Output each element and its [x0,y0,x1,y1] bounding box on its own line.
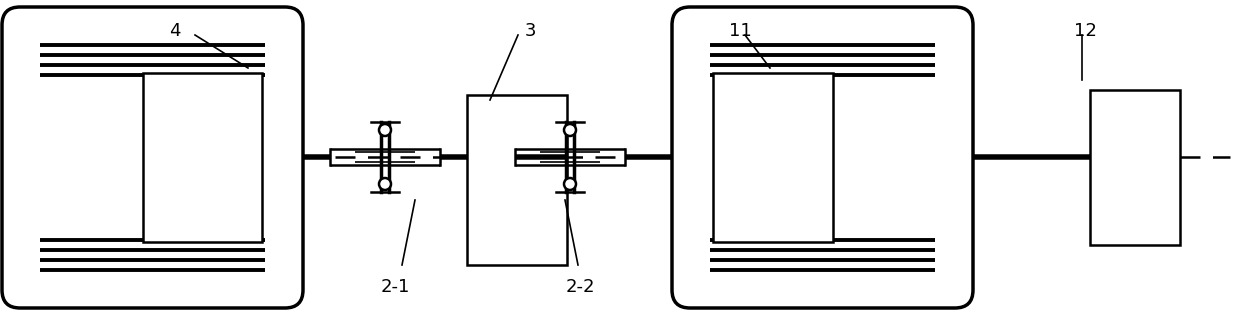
FancyBboxPatch shape [672,7,973,308]
Text: 3: 3 [525,22,536,40]
Circle shape [564,178,577,190]
Circle shape [379,124,391,136]
Bar [1090,90,1180,245]
Text: 12: 12 [1074,22,1096,40]
Bar [467,95,567,265]
Text: 2-2: 2-2 [565,278,595,296]
Bar [713,73,832,242]
Bar [143,73,262,242]
Circle shape [564,124,577,136]
Text: 11: 11 [729,22,751,40]
FancyBboxPatch shape [2,7,303,308]
Text: 2-1: 2-1 [381,278,409,296]
Text: 4: 4 [169,22,181,40]
Circle shape [379,178,391,190]
